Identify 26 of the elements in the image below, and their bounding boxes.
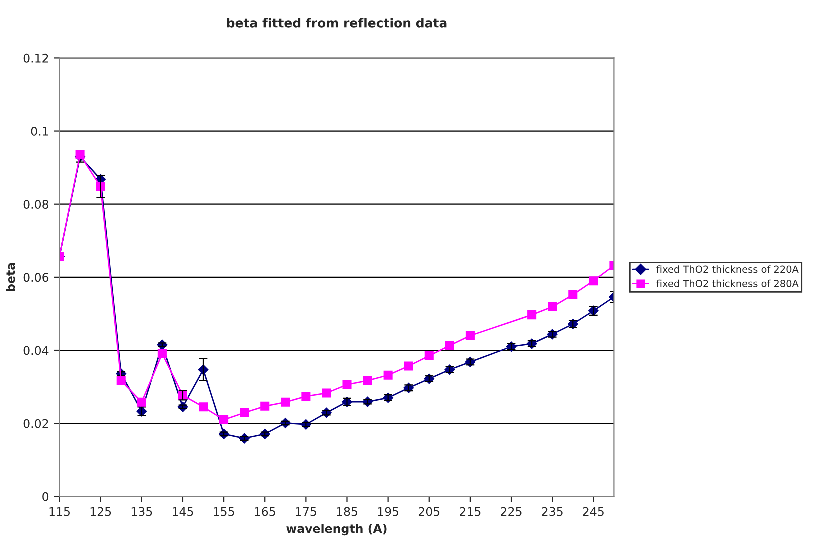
x-tick-label: 135 (132, 507, 152, 516)
x-tick-label: 165 (255, 507, 276, 516)
x-tick-label: 175 (296, 507, 316, 516)
x-tick-label: 125 (90, 507, 112, 516)
x-tick-label: 195 (378, 507, 399, 516)
x-tick-label: 145 (173, 507, 194, 516)
y-tick-label: 0.04 (24, 346, 49, 356)
x-axis-title: wavelength (A) (286, 524, 387, 536)
x-tick-label: 205 (418, 507, 440, 516)
x-tick-label: 235 (542, 507, 563, 516)
y-axis-title: beta (6, 263, 16, 292)
y-tick-label: 0 (42, 492, 49, 502)
x-tick-label: 115 (50, 507, 70, 516)
x-tick-label: 155 (214, 507, 234, 516)
y-tick-label: 0.08 (24, 200, 49, 210)
y-tick-label: 0.06 (24, 273, 49, 282)
y-tick-label: 0.02 (24, 419, 48, 428)
legend-label: fixed ThO2 thickness of 280A (656, 280, 799, 288)
x-tick-label: 185 (337, 507, 358, 516)
legend-label: fixed ThO2 thickness of 220A (656, 266, 799, 274)
y-tick-label: 0.1 (31, 127, 48, 136)
y-tick-label: 0.12 (24, 54, 48, 63)
x-tick-label: 225 (501, 507, 522, 516)
x-tick-label: 245 (583, 507, 604, 516)
x-tick-label: 215 (460, 507, 481, 516)
chart-title: beta fitted from reflection data (227, 18, 447, 28)
